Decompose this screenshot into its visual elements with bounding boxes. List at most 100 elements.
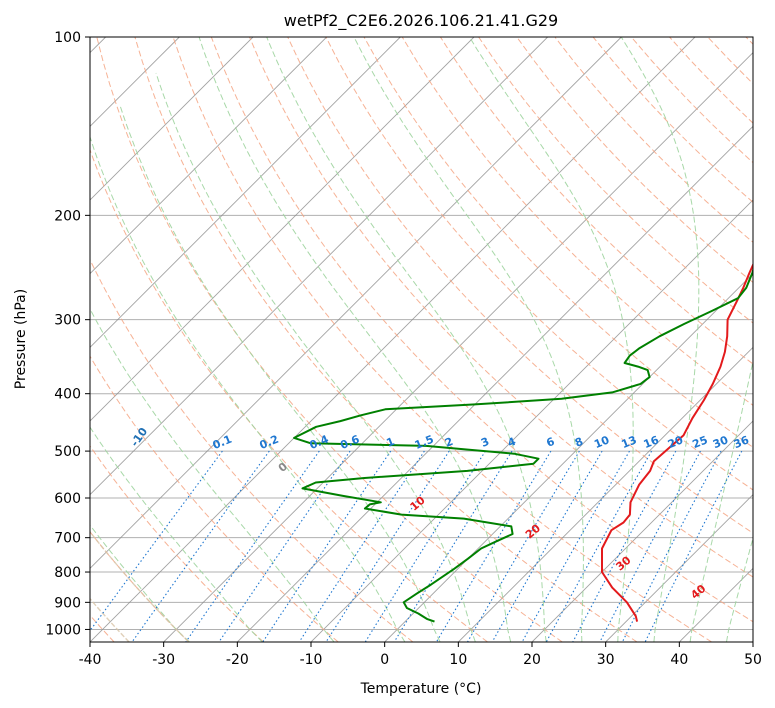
dry-adiabat-line xyxy=(90,355,339,642)
mixing-ratio-label: 3 xyxy=(479,435,491,450)
mixing-ratio-line xyxy=(262,450,392,642)
mixing-ratio-line xyxy=(218,450,351,642)
moist-adiabat-line xyxy=(689,358,753,642)
moist-adiabat-line xyxy=(726,536,753,642)
x-tick-label-50: 50 xyxy=(744,652,762,668)
moist-adiabats xyxy=(0,37,753,642)
mixing-ratio-line xyxy=(491,450,603,642)
moist-adiabat-label: 30 xyxy=(613,553,633,573)
mixing-ratio-label: 8 xyxy=(573,435,585,450)
mixing-ratio-label: 13 xyxy=(620,433,639,451)
x-axis-label: Temperature (°C) xyxy=(360,681,482,697)
mixing-ratio-line xyxy=(393,450,513,642)
mixing-ratio-line xyxy=(298,450,425,642)
mixing-ratio-label: 16 xyxy=(642,433,661,451)
mixing-ratio-label: 1 xyxy=(384,435,396,450)
dry-adiabat-line xyxy=(325,37,753,491)
mixing-ratio-line xyxy=(621,450,722,642)
y-tick-label-500: 500 xyxy=(54,444,81,460)
dry-adiabat-line xyxy=(172,37,712,642)
isotherm-line xyxy=(90,37,475,422)
mixing-ratio-line xyxy=(131,450,270,642)
y-axis-label: Pressure (hPa) xyxy=(13,289,29,389)
moist-adiabat-line xyxy=(90,308,335,642)
mixing-ratio-label: 2 xyxy=(443,435,455,450)
mixing-ratio-label: 0.6 xyxy=(338,433,361,452)
x-tick-label--10: -10 xyxy=(300,652,323,668)
sounding-series xyxy=(293,262,753,623)
mixing-ratio-label: 0.1 xyxy=(211,433,234,452)
mixing-ratio-label: 30 xyxy=(711,433,730,451)
temperature-line xyxy=(601,262,753,622)
dry-adiabat-line xyxy=(90,445,264,642)
dry-adiabat-line xyxy=(96,37,563,642)
isotherm-lines xyxy=(90,37,753,642)
dry-adiabat-line xyxy=(90,258,414,642)
isotherm-line xyxy=(310,199,753,642)
moist-adiabat-label: 10 xyxy=(408,493,428,513)
y-tick-label-700: 700 xyxy=(54,531,81,547)
mixing-ratio-label: 0.4 xyxy=(308,433,331,452)
mixing-ratio-label: 1.5 xyxy=(413,433,436,452)
moist-adiabat-line xyxy=(469,37,634,642)
y-tick-label-300: 300 xyxy=(54,313,81,329)
mixing-ratio-label: 36 xyxy=(732,433,751,451)
x-tick-label--20: -20 xyxy=(226,652,249,668)
isotherm-line xyxy=(90,37,327,275)
mixing-ratio-label: 10 xyxy=(592,433,611,451)
y-tick-label-900: 900 xyxy=(54,595,81,611)
grid-lines xyxy=(90,37,753,630)
x-tick-label-40: 40 xyxy=(670,652,688,668)
dry-adiabat-line xyxy=(90,148,488,642)
mixing-ratio-line xyxy=(521,450,630,642)
dry-adiabat-line xyxy=(516,37,753,284)
mixing-ratio-line xyxy=(572,450,677,642)
left-reference-curve xyxy=(0,37,77,642)
y-tick-label-1000: 1000 xyxy=(45,622,81,638)
x-tick-label-10: 10 xyxy=(449,652,467,668)
line-labels: -100-90-80-70-60-50-40-30-20-100.10.20.4… xyxy=(128,425,751,602)
chart-title: wetPf2_C2E6.2026.106.21.41.G29 xyxy=(284,11,558,31)
left-reference-curve xyxy=(90,530,190,642)
mixing-ratio-line xyxy=(599,450,701,642)
dry-adiabats xyxy=(90,37,753,642)
dry-adiabat-line xyxy=(287,37,753,534)
x-tick-label--30: -30 xyxy=(152,652,175,668)
moist-adiabat-line xyxy=(119,104,441,642)
x-axis-ticks: -40 -30 -20 -10 0 10 20 30 40 50 xyxy=(79,642,762,668)
isotherm-line xyxy=(237,125,753,642)
isotherm-line xyxy=(458,346,753,642)
isotherm-line xyxy=(752,641,753,642)
dewpoint-line xyxy=(293,266,753,623)
dry-adiabat-line xyxy=(401,37,753,406)
mixing-ratio-lines xyxy=(90,450,743,642)
isotherm-line xyxy=(531,420,753,642)
moist-adiabat-line xyxy=(155,72,476,642)
dry-adiabat-line xyxy=(249,37,753,578)
mixing-ratio-line xyxy=(185,450,320,642)
moist-adiabat-line xyxy=(266,37,547,642)
mixing-ratio-label: 25 xyxy=(691,433,710,451)
mixing-ratio-line xyxy=(644,450,743,642)
x-tick-label-30: 30 xyxy=(597,652,615,668)
mixing-ratio-line xyxy=(364,450,486,642)
moist-adiabat-label: 40 xyxy=(688,582,708,602)
mixing-ratio-label: 6 xyxy=(545,435,557,450)
dry-adiabat-line xyxy=(134,37,638,642)
dry-adiabat-line xyxy=(707,37,753,85)
dry-adiabat-line xyxy=(669,37,753,124)
moist-adiabat-line xyxy=(353,37,584,642)
isotherm-line xyxy=(90,37,696,642)
isotherm-line xyxy=(90,37,622,569)
plot-area: -100-90-80-70-60-50-40-30-20-100.10.20.4… xyxy=(0,37,753,642)
y-axis-ticks: 100 200 300 400 500 600 700 800 900 1000 xyxy=(45,30,90,638)
moist-adiabat-label: 20 xyxy=(523,521,543,541)
dry-adiabat-line xyxy=(554,37,753,243)
mixing-ratio-line xyxy=(435,450,552,642)
mixing-ratio-line xyxy=(545,450,653,642)
isotherm-line xyxy=(163,52,753,642)
dry-adiabat-label: -10 xyxy=(128,425,150,449)
moist-adiabat-line xyxy=(90,426,263,642)
isotherm-line xyxy=(384,273,753,642)
